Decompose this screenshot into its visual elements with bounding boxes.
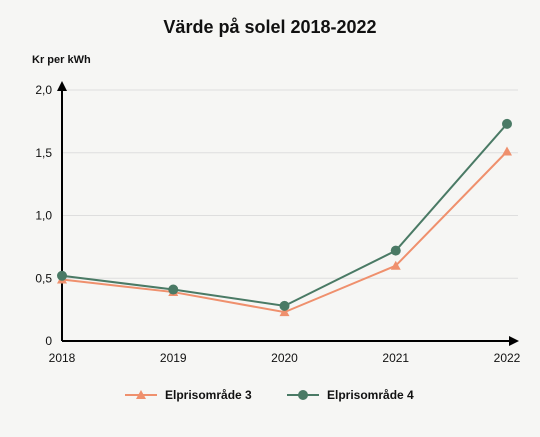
legend-marker bbox=[298, 390, 308, 400]
data-point bbox=[57, 270, 67, 281]
data-point bbox=[502, 146, 512, 156]
y-axis-label: Kr per kWh bbox=[32, 54, 91, 66]
y-tick-label: 0,5 bbox=[35, 271, 52, 285]
chart-title: Värde på solel 2018-2022 bbox=[163, 17, 376, 37]
series-line bbox=[61, 150, 508, 314]
legend-label: Elprisområde 3 bbox=[165, 388, 252, 402]
series-2 bbox=[57, 118, 512, 311]
y-tick-label: 0 bbox=[45, 334, 52, 348]
data-point bbox=[390, 260, 401, 270]
tick-labels: 0 0,5 1,0 1,5 2,0 2018 2019 2020 2021 2022 bbox=[35, 83, 520, 365]
data-point bbox=[390, 245, 401, 256]
y-tick-label: 1,0 bbox=[35, 209, 52, 223]
series bbox=[57, 118, 512, 317]
data-point bbox=[502, 118, 512, 129]
data-point bbox=[279, 300, 290, 311]
data-point bbox=[168, 284, 179, 295]
x-tick-label: 2019 bbox=[160, 351, 187, 365]
axes bbox=[57, 81, 519, 346]
data-point bbox=[279, 307, 290, 317]
legend-marker bbox=[136, 390, 146, 399]
legend: Elprisområde 3 Elprisområde 4 bbox=[125, 388, 414, 402]
y-tick-label: 1,5 bbox=[35, 146, 52, 160]
legend-label: Elprisområde 4 bbox=[327, 388, 414, 402]
gridlines bbox=[62, 89, 518, 279]
legend-item: Elprisområde 3 bbox=[125, 388, 252, 402]
y-axis-arrow bbox=[57, 81, 67, 91]
x-tick-label: 2021 bbox=[382, 351, 409, 365]
series-1 bbox=[57, 146, 512, 317]
x-tick-label: 2020 bbox=[271, 351, 298, 365]
x-tick-label: 2018 bbox=[49, 351, 76, 365]
y-tick-label: 2,0 bbox=[35, 83, 52, 97]
x-axis-arrow bbox=[509, 336, 519, 346]
legend-item: Elprisområde 4 bbox=[287, 388, 414, 402]
x-tick-label: 2022 bbox=[494, 351, 521, 365]
